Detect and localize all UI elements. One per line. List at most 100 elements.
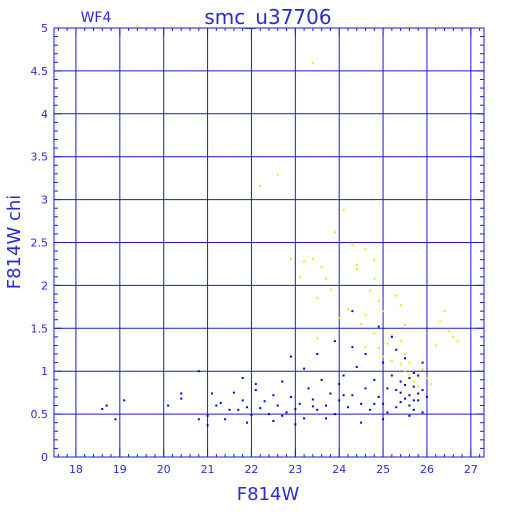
blue-data-point (272, 394, 275, 397)
yellow-data-point (364, 314, 367, 317)
yellow-data-point (443, 310, 446, 313)
blue-data-point (180, 392, 183, 395)
tick-labels: 18 19 20 21 22 23 24 25 26 27 0 0.5 1 1.5 2 2.5 3 3.5 4 4.5… (31, 22, 478, 476)
blue-data-point (210, 392, 213, 395)
blue-data-point (342, 374, 345, 377)
blue-data-point (241, 377, 244, 380)
yellow-data-point (404, 323, 407, 326)
blue-data-point (303, 367, 306, 370)
blue-data-point (333, 340, 336, 343)
yellow-data-point (316, 297, 319, 300)
blue-data-point (206, 414, 209, 417)
yellow-data-point (404, 353, 407, 356)
blue-data-point (360, 402, 363, 405)
yellow-data-point (399, 304, 402, 307)
blue-data-point (395, 389, 398, 392)
blue-data-point (346, 406, 349, 409)
yellow-data-point (311, 257, 314, 260)
yellow-data-point (276, 173, 279, 176)
yellow-data-point (373, 332, 376, 335)
yellow-data-point (399, 363, 402, 366)
yellow-data-point (408, 373, 411, 376)
blue-data-point (421, 361, 424, 364)
axis-ticks (54, 27, 484, 458)
yellow-data-point (447, 329, 450, 332)
blue-data-point (320, 378, 323, 381)
yellow-data-point (333, 231, 336, 234)
blue-data-point (351, 394, 354, 397)
yellow-data-point (382, 310, 385, 313)
blue-data-point (355, 365, 358, 368)
blue-data-point (294, 407, 297, 410)
blue-data-point (311, 405, 314, 408)
blue-data-point (338, 399, 341, 402)
blue-data-point (197, 418, 200, 421)
blue-data-point (316, 353, 319, 356)
yellow-data-point (404, 370, 407, 373)
blue-data-point (421, 389, 424, 392)
yellow-data-point (430, 383, 433, 386)
blue-data-point (390, 335, 393, 338)
blue-data-point (250, 413, 253, 416)
blue-data-point (206, 424, 209, 427)
blue-data-point (404, 357, 407, 360)
blue-data-point (289, 395, 292, 398)
blue-data-point (294, 423, 297, 426)
y-tick-label: 3.5 (31, 151, 49, 164)
blue-data-point (316, 408, 319, 411)
blue-data-point (412, 371, 415, 374)
blue-data-point (311, 398, 314, 401)
blue-data-point (377, 395, 380, 398)
blue-data-point (259, 407, 262, 410)
yellow-data-point (316, 337, 319, 340)
blue-data-point (395, 406, 398, 409)
x-tick-label: 23 (288, 463, 302, 476)
y-tick-label: 1.5 (31, 322, 49, 335)
yellow-data-point (311, 62, 314, 65)
yellow-data-point (342, 208, 345, 211)
grid-lines (54, 28, 484, 457)
yellow-data-point (259, 184, 262, 187)
blue-data-point (281, 414, 284, 417)
blue-data-point (382, 402, 385, 405)
yellow-data-point (373, 277, 376, 280)
y-axis-label: F814W chi (4, 195, 25, 290)
blue-data-point (232, 391, 235, 394)
blue-data-point (377, 325, 380, 328)
yellow-data-point (373, 258, 376, 261)
blue-data-point (368, 408, 371, 411)
blue-data-point (101, 407, 104, 410)
blue-data-point (254, 389, 257, 392)
yellow-data-point (355, 263, 358, 266)
y-tick-label: 4 (41, 108, 48, 121)
blue-data-point (386, 387, 389, 390)
yellow-data-point (408, 361, 411, 364)
x-tick-label: 27 (464, 463, 478, 476)
blue-data-point (404, 383, 407, 386)
y-tick-label: 1 (41, 365, 48, 378)
blue-data-point (412, 408, 415, 411)
blue-data-point (268, 413, 270, 416)
x-tick-label: 26 (420, 463, 434, 476)
blue-data-point (303, 417, 306, 420)
blue-data-point (219, 401, 222, 404)
chart-title: smc_u37706 (204, 5, 331, 29)
blue-data-point (285, 411, 288, 414)
yellow-data-point (329, 288, 332, 291)
blue-data-point (228, 408, 231, 411)
blue-data-point (364, 353, 367, 356)
yellow-data-point (364, 248, 367, 251)
y-tick-label: 0.5 (31, 408, 49, 421)
yellow-data-point (298, 275, 301, 278)
blue-data-point (114, 418, 117, 421)
blue-data-point (408, 414, 411, 417)
yellow-data-point (360, 323, 363, 326)
yellow-data-point (289, 257, 292, 260)
blue-data-point (364, 387, 367, 390)
yellow-data-point (390, 359, 393, 362)
blue-data-point (417, 399, 420, 402)
blue-data-point (298, 402, 301, 405)
y-tick-label: 2 (41, 279, 48, 292)
blue-data-point (197, 370, 200, 373)
